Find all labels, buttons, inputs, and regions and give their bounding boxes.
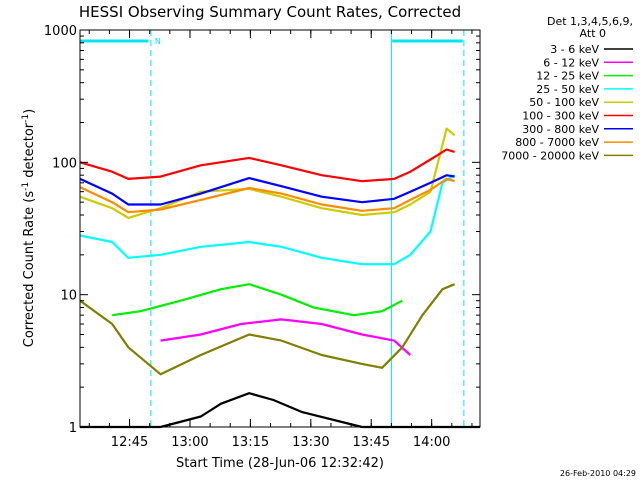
x-tick-label: 13:45 bbox=[353, 435, 390, 450]
plot-area: N bbox=[79, 30, 480, 429]
legend-entry-label: 100 - 300 keV bbox=[522, 110, 599, 123]
y-axis-label: Corrected Count Rate (s-1 detector-1) bbox=[21, 109, 37, 347]
series-line-4 bbox=[79, 174, 456, 266]
series-line-2 bbox=[160, 318, 412, 356]
plot-frame bbox=[79, 29, 481, 428]
legend-entry-label: 7000 - 20000 keV bbox=[501, 149, 599, 162]
series-line-6 bbox=[79, 148, 455, 183]
series-line-3 bbox=[112, 283, 403, 317]
legend-entry-label: 800 - 7000 keV bbox=[515, 136, 599, 149]
chart-title: HESSI Observing Summary Count Rates, Cor… bbox=[79, 3, 461, 21]
series-line-9 bbox=[79, 283, 456, 376]
y-tick-label: 100 bbox=[52, 156, 77, 171]
y-tick-label: 1 bbox=[69, 421, 77, 436]
legend-header-line-2: Att 0 bbox=[580, 27, 606, 40]
legend-entry-label: 50 - 100 keV bbox=[529, 96, 599, 109]
y-axis: 1 10 100 1000 bbox=[44, 24, 480, 436]
series-line-5 bbox=[79, 127, 456, 219]
x-axis-label: Start Time (28-Jun-06 12:32:42) bbox=[176, 456, 384, 471]
legend-entry-label: 12 - 25 keV bbox=[536, 70, 599, 83]
legend-entry-label: 300 - 800 keV bbox=[522, 123, 599, 136]
legend-entry-label: 6 - 12 keV bbox=[543, 56, 599, 69]
x-tick-label: 13:00 bbox=[171, 435, 208, 450]
series-line-7 bbox=[79, 174, 455, 206]
legend-header-line-1: Det 1,3,4,5,6,9, bbox=[547, 15, 633, 28]
x-tick-label: 13:30 bbox=[292, 435, 329, 450]
y-tick-label: 10 bbox=[60, 289, 77, 304]
y-tick-label: 1000 bbox=[44, 24, 77, 39]
x-axis: 12:45 13:00 13:15 13:30 13:45 14:00 bbox=[88, 30, 473, 450]
legend-entry-label: 3 - 6 keV bbox=[550, 43, 599, 56]
annotation-n-label: N bbox=[155, 37, 161, 46]
x-tick-label: 12:45 bbox=[111, 435, 148, 450]
series-line-8 bbox=[79, 177, 455, 214]
x-tick-label: 13:15 bbox=[232, 435, 269, 450]
timestamp: 26-Feb-2010 04:29 bbox=[560, 469, 636, 478]
x-tick-label: 14:00 bbox=[413, 435, 450, 450]
legend-entry-label: 25 - 50 keV bbox=[536, 83, 599, 96]
